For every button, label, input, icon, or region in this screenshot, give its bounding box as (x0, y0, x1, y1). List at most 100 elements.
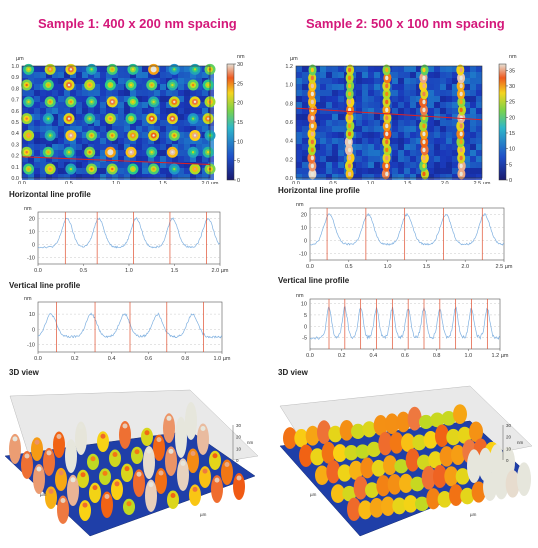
map-texture-cell (154, 114, 160, 120)
3d-stripe-bump (505, 470, 520, 498)
map-texture-cell (58, 120, 64, 126)
map-texture-cell (362, 78, 368, 84)
map-texture-cell (464, 150, 470, 156)
map-texture-cell (196, 120, 202, 126)
map-texture-cell (64, 138, 70, 144)
colorbar-unit: nm (237, 54, 245, 60)
map-texture-cell (166, 108, 172, 114)
map-texture-cell (130, 108, 136, 114)
sample1-vertical-profile-chart: nm 10 0 -10 0.0 0.2 0.4 0.6 0.8 1.0 µm (24, 296, 231, 362)
colorbar-unit: nm (509, 54, 517, 60)
map-texture-cell (136, 120, 142, 126)
map-texture-cell (302, 138, 308, 144)
map-texture-cell (362, 168, 368, 174)
map-texture-cell (58, 72, 64, 78)
3d-bump-top (34, 439, 40, 445)
map-texture-cell (136, 144, 142, 150)
map-texture-cell (118, 132, 124, 138)
map-texture-cell (136, 138, 142, 144)
map-texture-cell (196, 84, 202, 90)
3d-bump (133, 469, 145, 497)
3d-stripe-bump (457, 426, 472, 444)
map-texture-cell (100, 102, 106, 108)
map-texture-cell (58, 126, 64, 132)
map-texture-cell (392, 162, 398, 168)
map-texture-cell (302, 120, 308, 126)
map-texture-cell (52, 144, 58, 150)
map-dot-peak (90, 100, 93, 104)
map-texture-cell (404, 150, 410, 156)
map-dot-peak (67, 151, 71, 154)
stripe-dot-core (422, 83, 426, 89)
map-texture-cell (452, 120, 458, 126)
stripe-dot-core (422, 115, 426, 121)
map-texture-cell (368, 96, 374, 102)
sample2-3d-view: 30 20 10 0 nm µm µm (279, 385, 533, 537)
map-texture-cell (202, 90, 208, 96)
map-texture-cell (118, 102, 124, 108)
map-texture-cell (356, 162, 362, 168)
map-texture-cell (404, 108, 410, 114)
sample1-height-map: µm 0.0 0.1 0.2 0.3 0.4 0.5 0.6 0.7 0.8 0.9 1.0 0.0 0.… (11, 54, 245, 184)
map-texture-cell (434, 144, 440, 150)
3d-stripe-bump (362, 421, 377, 438)
map-texture-cell (52, 96, 58, 102)
map-texture-cell (76, 120, 82, 126)
map-texture-cell (362, 90, 368, 96)
map-texture-cell (40, 120, 46, 126)
3d-bump-top (166, 415, 172, 421)
map-texture-cell (28, 120, 34, 126)
profile-x-tick-label: 1.0 (125, 268, 133, 274)
colorbar-tick-label: 30 (237, 62, 243, 68)
map-texture-cell (434, 126, 440, 132)
map-texture-cell (130, 144, 136, 150)
map-y-tick-label: 0.2 (11, 154, 19, 160)
map-texture-cell (296, 90, 302, 96)
map-texture-cell (28, 72, 34, 78)
map-texture-cell (28, 126, 34, 132)
stripe-dot-core (459, 123, 463, 129)
map-texture-cell (380, 96, 386, 102)
map-texture-cell (22, 90, 28, 96)
stripe-dot-core (459, 107, 463, 113)
3d-stripe-bump (328, 425, 343, 443)
3d-bump-top (102, 470, 108, 476)
3d-stripe-bump (367, 441, 381, 457)
3d-stripe-bump (412, 434, 427, 451)
map-texture-cell (410, 150, 416, 156)
map-dot-peak (88, 83, 91, 87)
map-texture-cell (64, 90, 70, 96)
map-texture-cell (440, 138, 446, 144)
stripe-dot-core (422, 171, 426, 177)
map-texture-cell (374, 156, 380, 162)
map-texture-cell (136, 102, 142, 108)
map-texture-cell (112, 78, 118, 84)
map-texture-cell (404, 78, 410, 84)
3d-bump-top (200, 425, 206, 431)
map-texture-cell (88, 72, 94, 78)
map-dot-peak (150, 83, 153, 87)
map-texture-cell (76, 90, 82, 96)
map-texture-cell (374, 162, 380, 168)
map-texture-cell (166, 144, 172, 150)
profile-x-tick-label: 0.6 (401, 353, 409, 359)
colorbar (498, 63, 507, 181)
map-texture-cell (350, 150, 356, 156)
map-texture-cell (476, 174, 482, 180)
map-texture-cell (166, 168, 172, 174)
map-dot-peak (173, 68, 176, 71)
map-texture-cell (416, 126, 422, 132)
map-texture-cell (64, 72, 70, 78)
3d-stripe-bump (389, 432, 404, 454)
3d-bump-top (156, 437, 162, 443)
map-texture-cell (332, 102, 338, 108)
map-texture-cell (302, 126, 308, 132)
map-texture-cell (320, 138, 326, 144)
stripe-dot-core (385, 155, 389, 161)
map-texture-cell (22, 144, 28, 150)
map-frame (295, 65, 483, 179)
3d-stripe-bump (387, 473, 402, 495)
map-texture-cell (302, 96, 308, 102)
stripe-dot-core (347, 83, 352, 89)
3d-stripe-bump (305, 425, 320, 446)
